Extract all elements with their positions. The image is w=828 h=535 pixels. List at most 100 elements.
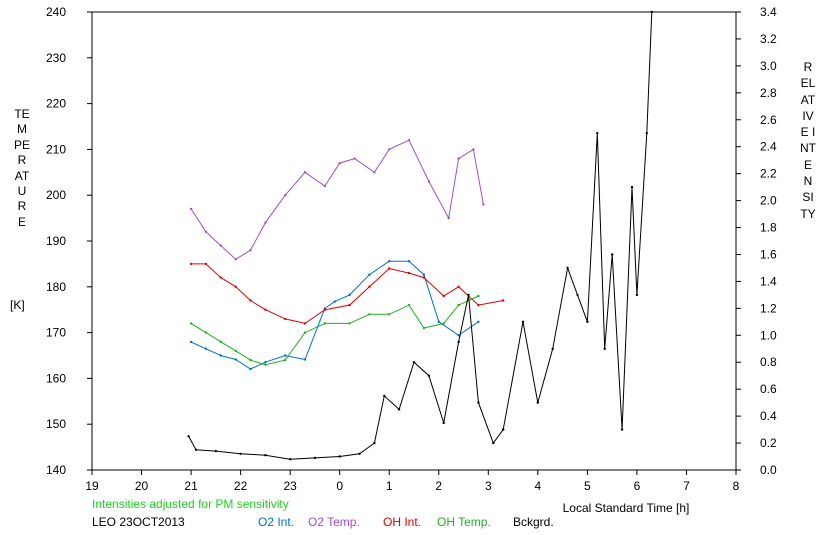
x-tick-label: 23 bbox=[283, 479, 297, 493]
data-point bbox=[303, 331, 307, 334]
data-point bbox=[407, 271, 411, 275]
station-date: LEO 23OCT2013 bbox=[92, 515, 185, 529]
data-point bbox=[603, 347, 606, 350]
data-point bbox=[407, 139, 411, 142]
data-point bbox=[477, 401, 480, 404]
data-point bbox=[313, 456, 317, 460]
data-point bbox=[348, 293, 351, 297]
x-tick-label: 6 bbox=[634, 479, 641, 493]
data-point bbox=[204, 331, 208, 334]
y-axis-left: 140 150 160 170 180 190 200 210 220 230 240 bbox=[46, 5, 92, 477]
data-point bbox=[249, 249, 252, 252]
y-left-unit: [K] bbox=[10, 298, 25, 312]
data-point bbox=[264, 363, 267, 366]
data-point bbox=[596, 132, 599, 135]
series-line-o2-int bbox=[190, 260, 479, 370]
data-point bbox=[635, 293, 639, 297]
y-right-tick-label: 1.4 bbox=[760, 274, 777, 288]
data-point bbox=[234, 358, 237, 361]
data-point bbox=[477, 294, 480, 298]
data-point bbox=[289, 458, 292, 461]
x-tick-label: 19 bbox=[85, 479, 99, 493]
data-point bbox=[373, 441, 376, 445]
data-point bbox=[189, 340, 193, 344]
data-point bbox=[353, 157, 356, 160]
data-point bbox=[457, 340, 460, 344]
data-point bbox=[323, 322, 326, 325]
data-point bbox=[422, 326, 426, 330]
x-tick-label: 8 bbox=[733, 479, 740, 493]
data-point bbox=[333, 300, 336, 303]
data-point bbox=[264, 308, 267, 311]
data-point bbox=[388, 313, 391, 316]
y-right-tick-label: 2.2 bbox=[760, 167, 777, 181]
data-point bbox=[264, 454, 267, 457]
data-point bbox=[249, 299, 252, 302]
series-line-oh-int bbox=[191, 263, 504, 324]
data-point bbox=[368, 273, 371, 276]
y-left-tick-label: 230 bbox=[46, 51, 66, 65]
data-point bbox=[427, 374, 431, 377]
y-right-tick-label: 2.4 bbox=[760, 140, 777, 154]
data-point bbox=[204, 230, 208, 233]
data-point bbox=[457, 157, 460, 160]
data-point bbox=[566, 266, 569, 270]
data-point bbox=[412, 361, 416, 364]
data-point bbox=[204, 262, 208, 266]
data-point bbox=[214, 449, 217, 453]
data-point bbox=[536, 401, 539, 404]
y-left-tick-label: 210 bbox=[46, 142, 66, 156]
data-point bbox=[407, 260, 411, 263]
x-tick-label: 1 bbox=[386, 479, 393, 493]
data-point bbox=[457, 285, 460, 288]
legend: O2 Int. O2 Temp. OH Int. OH Temp. Bckgrd. bbox=[258, 515, 554, 529]
pm-note: Intensities adjusted for PM sensitivity bbox=[92, 497, 289, 511]
x-tick-label: 0 bbox=[336, 479, 343, 493]
data-point bbox=[239, 452, 242, 455]
data-point bbox=[189, 262, 193, 266]
data-point bbox=[219, 354, 222, 357]
data-point bbox=[427, 180, 431, 183]
data-point bbox=[437, 320, 440, 323]
data-point bbox=[477, 303, 480, 307]
y-right-tick-label: 0.8 bbox=[760, 355, 777, 369]
y-left-tick-label: 150 bbox=[46, 417, 66, 431]
data-point bbox=[303, 322, 307, 325]
y-axis-right: 0.0 0.2 0.4 0.6 0.8 1.0 1.2 1.4 1.6 1.8 2.0 2.2 2.4 2… bbox=[736, 5, 777, 477]
data-point bbox=[189, 207, 193, 211]
data-point bbox=[397, 408, 401, 411]
data-point bbox=[323, 308, 326, 311]
y-right-tick-label: 2.8 bbox=[760, 86, 777, 100]
data-point bbox=[303, 358, 307, 361]
data-point bbox=[358, 452, 361, 455]
data-point bbox=[249, 367, 252, 371]
data-point bbox=[472, 148, 475, 151]
data-point bbox=[368, 313, 371, 316]
y-right-tick-label: 0.0 bbox=[760, 463, 777, 477]
data-point bbox=[650, 10, 653, 14]
x-tick-label: 2 bbox=[435, 479, 442, 493]
legend-item: OH Temp. bbox=[437, 515, 491, 529]
data-point bbox=[187, 435, 190, 438]
data-point bbox=[348, 303, 351, 307]
legend-item: Bckgrd. bbox=[513, 515, 554, 529]
data-point bbox=[645, 132, 648, 135]
y-left-tick-label: 190 bbox=[46, 234, 66, 248]
y-right-tick-label: 3.0 bbox=[760, 59, 777, 73]
data-point bbox=[189, 322, 193, 325]
y-right-tick-label: 3.2 bbox=[760, 32, 777, 46]
data-point bbox=[611, 253, 614, 256]
data-point bbox=[482, 203, 485, 206]
x-tick-label: 3 bbox=[485, 479, 492, 493]
y-left-tick-label: 200 bbox=[46, 188, 66, 202]
y-left-tick-label: 160 bbox=[46, 371, 66, 385]
data-point bbox=[492, 441, 495, 445]
data-point bbox=[442, 322, 445, 325]
data-point bbox=[407, 303, 411, 307]
data-point bbox=[368, 285, 371, 288]
y-left-tick-label: 180 bbox=[46, 280, 66, 294]
data-point bbox=[383, 394, 386, 398]
y-right-tick-label: 1.8 bbox=[760, 221, 777, 235]
data-point bbox=[219, 340, 222, 343]
data-point bbox=[388, 148, 391, 151]
